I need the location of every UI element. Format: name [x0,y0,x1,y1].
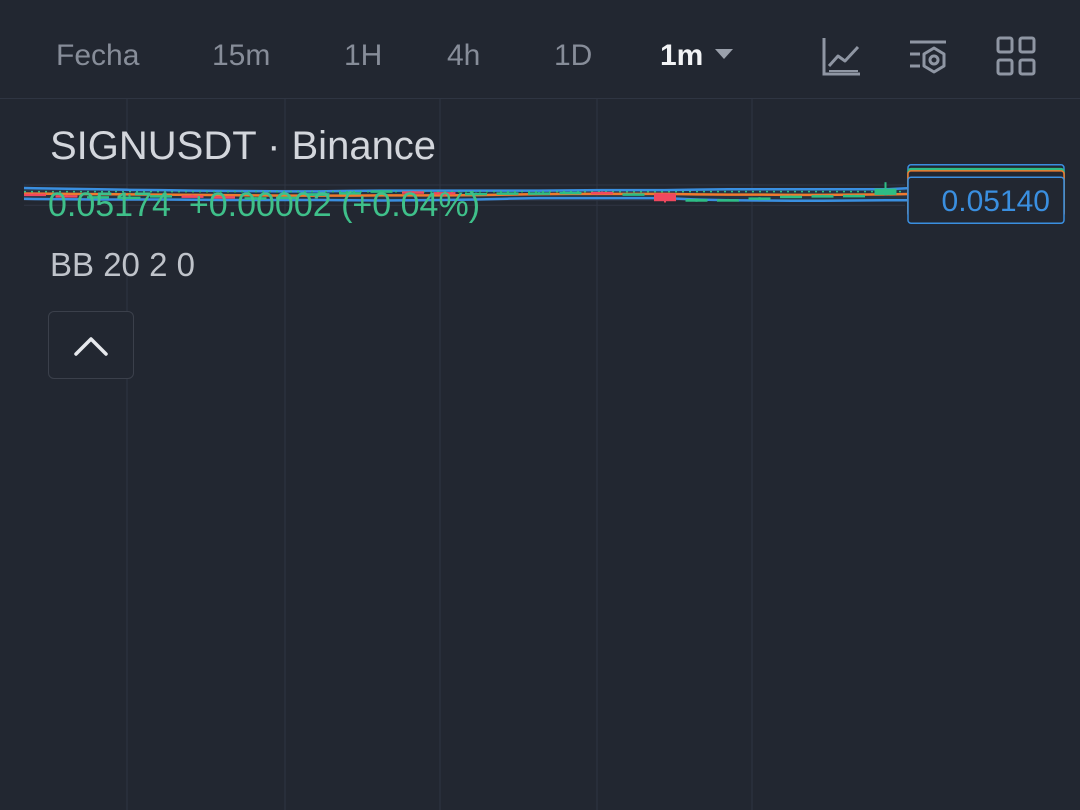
tab-1m-label: 1m [660,39,704,72]
last-price: 0.05174 [48,186,171,224]
candle[interactable] [244,197,267,200]
candle-body [496,192,519,195]
candle[interactable] [874,182,897,196]
tab-1h[interactable]: 1H [344,39,383,72]
chevron-up-icon [74,337,108,356]
collapse-legend-button[interactable] [48,311,134,379]
toolbar: Fecha 15m 1H 4h 1D 1m [0,0,1080,99]
candle[interactable] [181,194,204,198]
candle[interactable] [402,191,424,194]
price-label-band: 0.05140 [907,176,1065,224]
candle[interactable] [465,192,487,196]
candle[interactable] [622,193,645,196]
bollinger-lower-line [23,196,917,202]
candle[interactable] [370,190,393,193]
candlestick-chart[interactable]: 0.052000.051800.051600.051400.051200.051… [0,98,1080,810]
candle-body [465,192,487,196]
candle[interactable] [339,191,361,195]
tab-date[interactable]: Fecha [56,39,140,72]
candle[interactable] [24,193,46,197]
candle[interactable] [55,194,78,198]
indicator-chart-icon[interactable] [820,34,864,78]
candle-body [213,196,235,199]
candle-body [118,196,141,200]
tab-1d[interactable]: 1D [554,39,593,72]
candle-body [370,190,393,193]
candle[interactable] [528,192,550,195]
candle-body [748,197,771,200]
candle-body [685,198,708,202]
candle-body [55,195,78,198]
candle[interactable] [591,191,613,195]
candle[interactable] [118,194,141,200]
candle-body [339,192,361,195]
indicator-legend[interactable]: BB 20 2 0 [50,246,195,283]
candle[interactable] [496,192,519,195]
candle[interactable] [87,195,109,199]
candle-body [717,199,739,202]
symbol-title: SIGNUSDT · Binance [50,124,437,168]
candle[interactable] [685,198,708,202]
candle[interactable] [654,193,676,203]
candle[interactable] [150,195,172,198]
candle[interactable] [213,195,235,202]
candle-body [433,192,456,195]
price-change: +0.00002 (+0.04%) [188,186,481,224]
candle[interactable] [559,191,582,195]
candle-body [24,193,46,197]
candle-body [402,191,424,194]
candle-body [780,195,802,199]
bollinger-upper-line [23,186,918,193]
candle[interactable] [276,196,298,200]
candle[interactable] [748,197,771,201]
tab-15m[interactable]: 15m [212,39,271,72]
candle[interactable] [433,192,456,196]
tab-1m-dropdown[interactable]: 1m [660,38,734,74]
candle-body [591,191,613,195]
candle-body [622,193,645,196]
candle[interactable] [307,192,330,196]
candle-body [276,196,298,200]
price-label-text: 0.05140 [942,185,1050,218]
chevron-down-icon [715,49,734,59]
candle-body [181,195,204,198]
candle[interactable] [811,194,834,198]
candle-body [874,188,897,195]
grid-layout-icon[interactable] [994,34,1038,78]
candle-body [528,192,550,195]
candle[interactable] [717,198,739,202]
price-axis: 0.052000.051800.051600.051400.051200.051… [907,164,1065,224]
candle-body [87,196,109,199]
candle-body [150,195,172,198]
candle-body [244,197,267,200]
candles [24,182,921,203]
candle-body [843,194,865,198]
candle-body [559,191,582,195]
chart-settings-icon[interactable] [906,34,950,78]
bollinger-basis-line [23,192,918,197]
tab-4h[interactable]: 4h [447,39,481,72]
candle-body [654,193,676,202]
candle-body [811,195,834,198]
price-quote: 0.05174 +0.00002 (+0.04%) [48,186,480,224]
price-label-box [907,176,1065,224]
candle-body [307,193,330,196]
candle[interactable] [780,195,802,199]
candle[interactable] [843,194,865,198]
